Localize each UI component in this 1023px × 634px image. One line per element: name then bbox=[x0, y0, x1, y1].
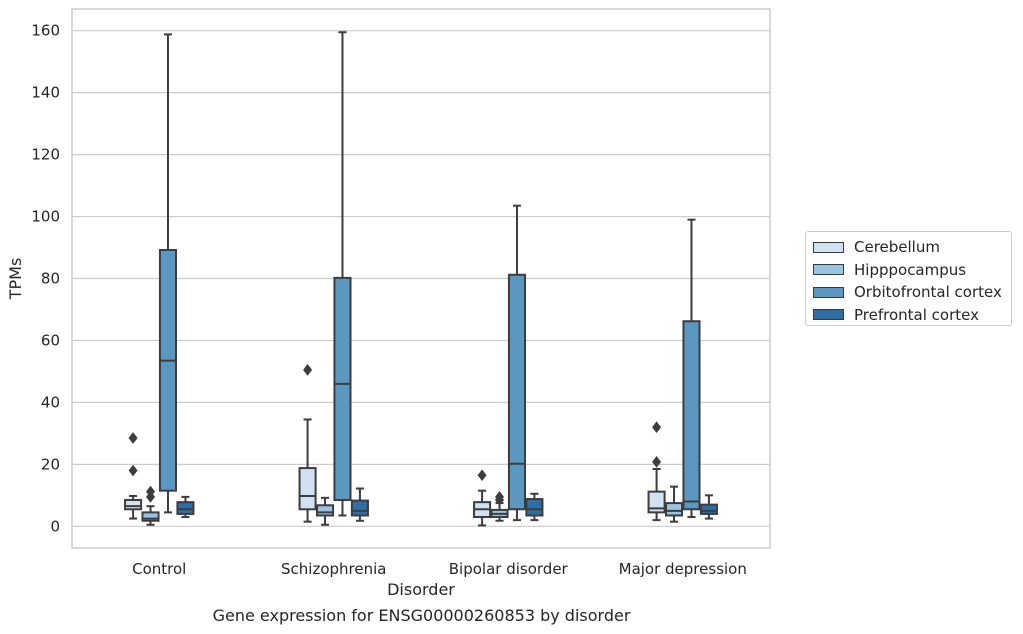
legend-label: Orbitofrontal cortex bbox=[854, 283, 1002, 302]
outlier-point bbox=[652, 456, 662, 468]
box bbox=[350, 499, 369, 517]
x-tick-label: Major depression bbox=[619, 560, 747, 578]
legend-item: Hipppocampus bbox=[813, 259, 1011, 282]
y-tick-label: 160 bbox=[31, 22, 60, 40]
legend-label: Hipppocampus bbox=[854, 260, 967, 279]
outlier-point bbox=[303, 364, 313, 376]
legend-item: Orbitofrontal cortex bbox=[813, 281, 1011, 304]
legend-swatch bbox=[813, 241, 844, 253]
legend-item: Prefrontal cortex bbox=[813, 304, 1011, 327]
y-axis-label: TPMs bbox=[6, 258, 25, 301]
box bbox=[682, 320, 701, 511]
box bbox=[176, 501, 195, 515]
outlier-point bbox=[495, 491, 505, 503]
outlier-point bbox=[477, 469, 487, 482]
box bbox=[664, 502, 684, 517]
legend-label: Prefrontal cortex bbox=[854, 305, 979, 324]
y-tick-label: 100 bbox=[31, 208, 60, 226]
box bbox=[699, 503, 718, 515]
legend-label: Cerebellum bbox=[854, 238, 940, 257]
y-tick-label: 80 bbox=[41, 270, 60, 288]
outlier-point bbox=[652, 421, 662, 434]
box bbox=[647, 490, 666, 514]
x-tick-label: Bipolar disorder bbox=[449, 560, 569, 578]
legend-swatch bbox=[813, 286, 844, 298]
y-tick-label: 120 bbox=[31, 146, 60, 164]
x-tick-label: Control bbox=[132, 560, 186, 578]
legend-swatch bbox=[813, 309, 844, 321]
y-tick-label: 0 bbox=[50, 517, 60, 535]
plot-frame bbox=[71, 8, 771, 549]
box bbox=[525, 498, 544, 517]
x-tick-label: Schizophrenia bbox=[281, 560, 386, 578]
box bbox=[507, 273, 527, 511]
legend: Cerebellum Hipppocampus Orbitofrontal cort… bbox=[805, 231, 1012, 326]
x-axis-label: Disorder bbox=[387, 580, 455, 599]
y-tick-label: 140 bbox=[31, 84, 60, 102]
y-tick-label: 40 bbox=[41, 393, 60, 411]
y-tick-label: 60 bbox=[41, 331, 60, 349]
box bbox=[124, 498, 143, 511]
y-tick-label: 20 bbox=[41, 455, 60, 473]
legend-item: Cerebellum bbox=[813, 236, 1011, 259]
legend-swatch bbox=[813, 264, 844, 276]
box bbox=[315, 504, 335, 517]
outlier-point bbox=[146, 485, 156, 498]
box bbox=[141, 511, 160, 522]
box bbox=[333, 276, 352, 501]
chart-title: Gene expression for ENSG00000260853 by d… bbox=[212, 606, 631, 625]
outlier-point bbox=[128, 464, 138, 477]
box bbox=[298, 467, 317, 511]
outlier-point bbox=[128, 432, 138, 444]
box bbox=[158, 249, 178, 492]
